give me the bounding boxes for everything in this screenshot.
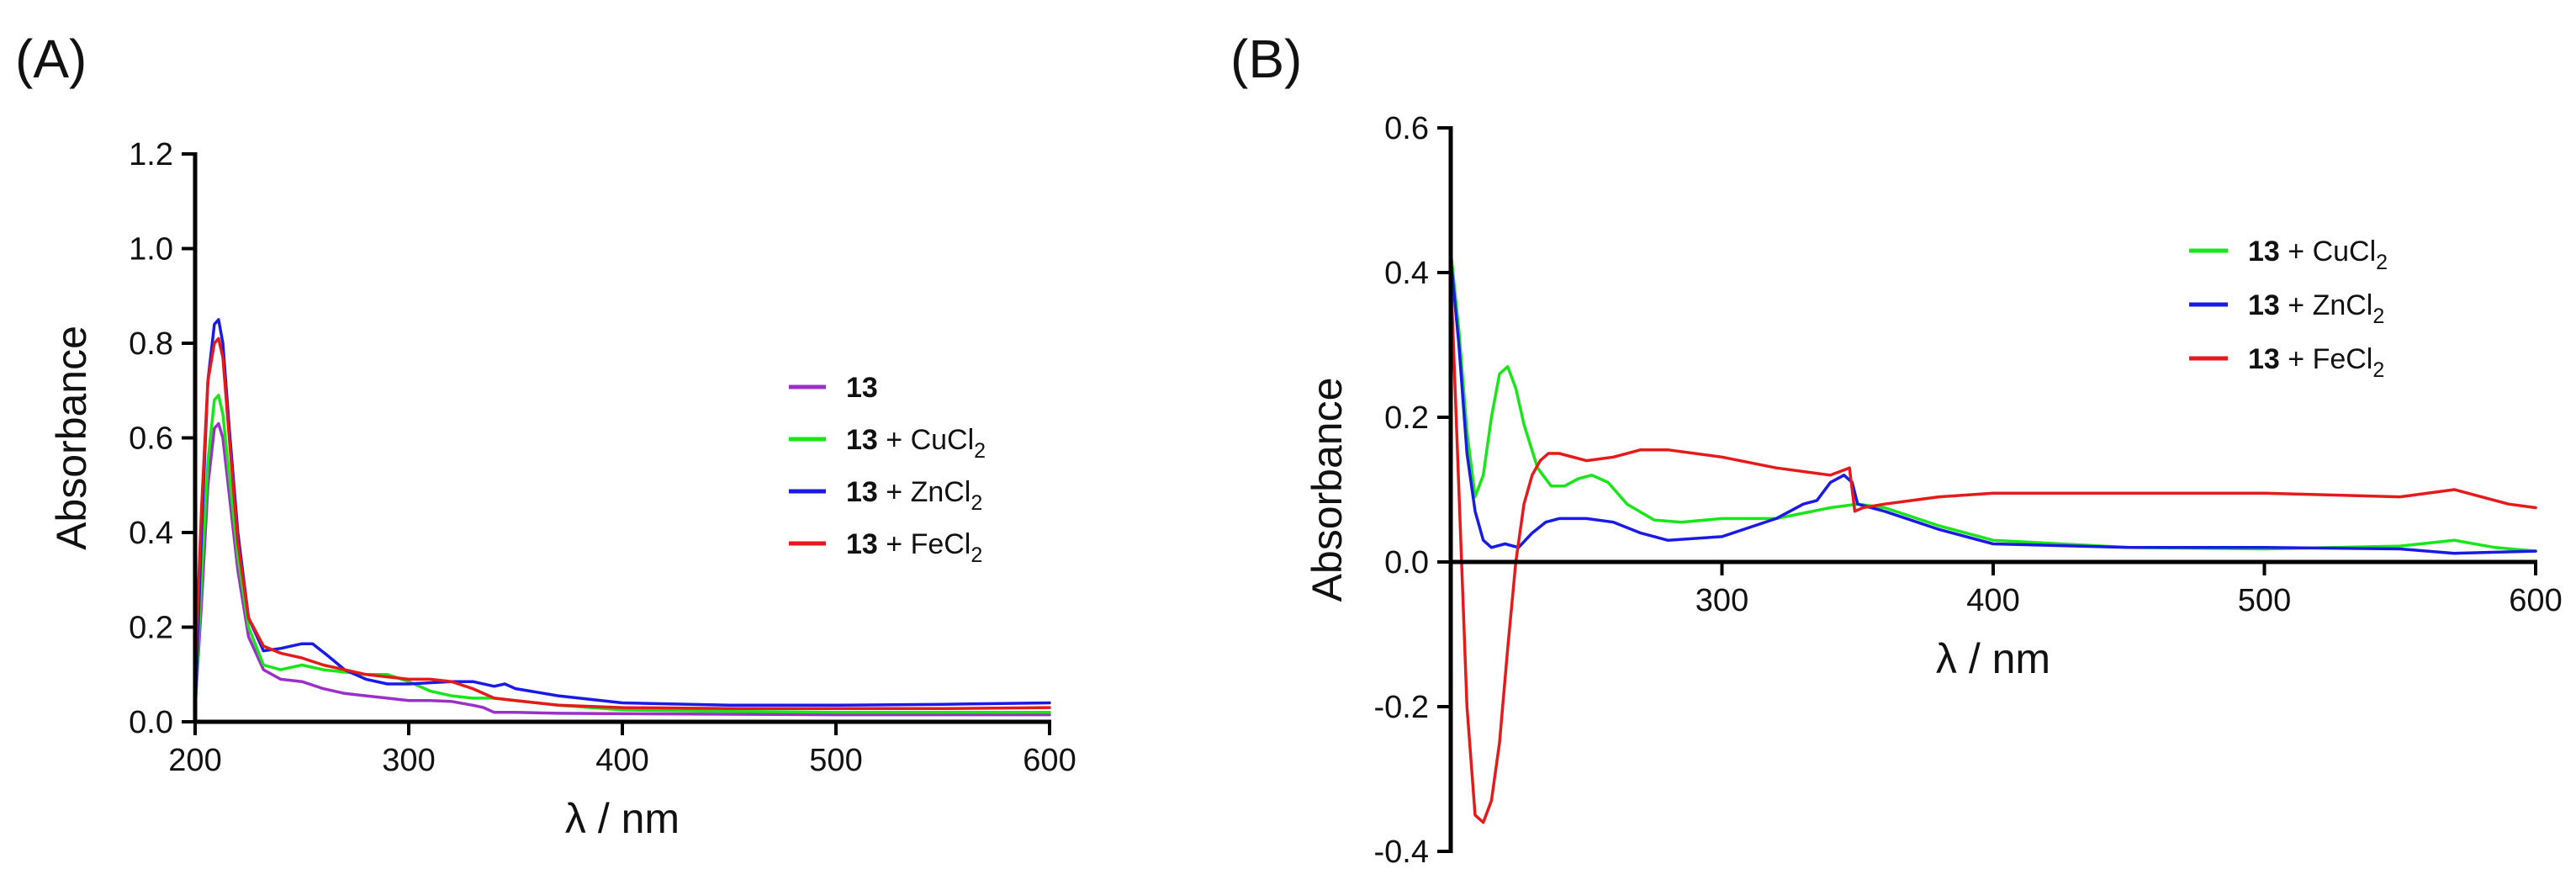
chart-panel-a: (A) 0.0 0.2 0.4 0.6 0.8 1.0 1.2 200 300 400 500 600 λ…	[15, 29, 1076, 842]
series-line-13	[193, 421, 1051, 717]
y-tick-label: -0.4	[1374, 835, 1429, 870]
legend: 13 13 + CuCl2 13 + ZnCl2 13 + FeCl2	[789, 372, 986, 567]
series-line-13-fecl2	[1449, 271, 2537, 824]
y-tick-label: 0.8	[129, 326, 173, 362]
y-tick-label: 0.6	[129, 421, 173, 457]
legend-entry-label: 13 + FeCl2	[846, 528, 982, 567]
y-tick-label: -0.2	[1374, 690, 1429, 725]
x-tick-label: 500	[809, 743, 862, 778]
chart-panel-b: (B) -0.4 -0.2 0.0 0.2 0.4 0.6 300 400 500 600 λ / n…	[1230, 29, 2563, 870]
panel-label: (B)	[1230, 29, 1302, 89]
x-tick-label: 500	[2238, 583, 2291, 618]
series-line-13-zncl2	[193, 318, 1051, 714]
x-tick-label: 300	[1695, 583, 1748, 618]
legend-entry-label: 13 + FeCl2	[2248, 343, 2384, 382]
series-line-13-zncl2	[1449, 257, 2537, 555]
legend-entry-label: 13 + ZnCl2	[846, 476, 982, 515]
series-line-13-fecl2	[193, 337, 1051, 711]
x-axis-title: λ / nm	[565, 795, 680, 842]
x-tick-label: 400	[1966, 583, 2019, 618]
legend-entry-label: 13 + ZnCl2	[2248, 289, 2384, 328]
y-tick-label: 0.4	[1384, 256, 1429, 291]
x-tick-label: 400	[595, 743, 648, 778]
y-tick-label: 0.2	[1384, 400, 1429, 436]
y-tick-label: 0.2	[129, 611, 173, 646]
x-tick-label: 600	[1023, 743, 1076, 778]
x-tick-label: 600	[2509, 583, 2562, 618]
y-axis-title: Absorbance	[48, 326, 95, 550]
legend-entry-label: 13	[846, 372, 878, 404]
x-tick-label: 200	[168, 743, 221, 778]
y-tick-label: 1.0	[129, 232, 173, 268]
y-tick-label: 0.0	[129, 705, 173, 740]
legend-entry-label: 13 + CuCl2	[846, 424, 986, 463]
x-axis-title: λ / nm	[1936, 635, 2050, 682]
series-line-13-cucl2	[1449, 249, 2537, 553]
legend-entry-label: 13 + CuCl2	[2248, 236, 2388, 274]
y-tick-label: 0.4	[129, 516, 173, 551]
y-tick-label: 0.0	[1384, 545, 1429, 580]
panel-label: (A)	[15, 29, 87, 89]
y-tick-label: 1.2	[129, 137, 173, 172]
y-axis-title: Absorbance	[1304, 378, 1351, 602]
x-tick-label: 300	[382, 743, 435, 778]
legend: 13 + CuCl2 13 + ZnCl2 13 + FeCl2	[2189, 236, 2388, 382]
y-tick-label: 0.6	[1384, 111, 1429, 146]
